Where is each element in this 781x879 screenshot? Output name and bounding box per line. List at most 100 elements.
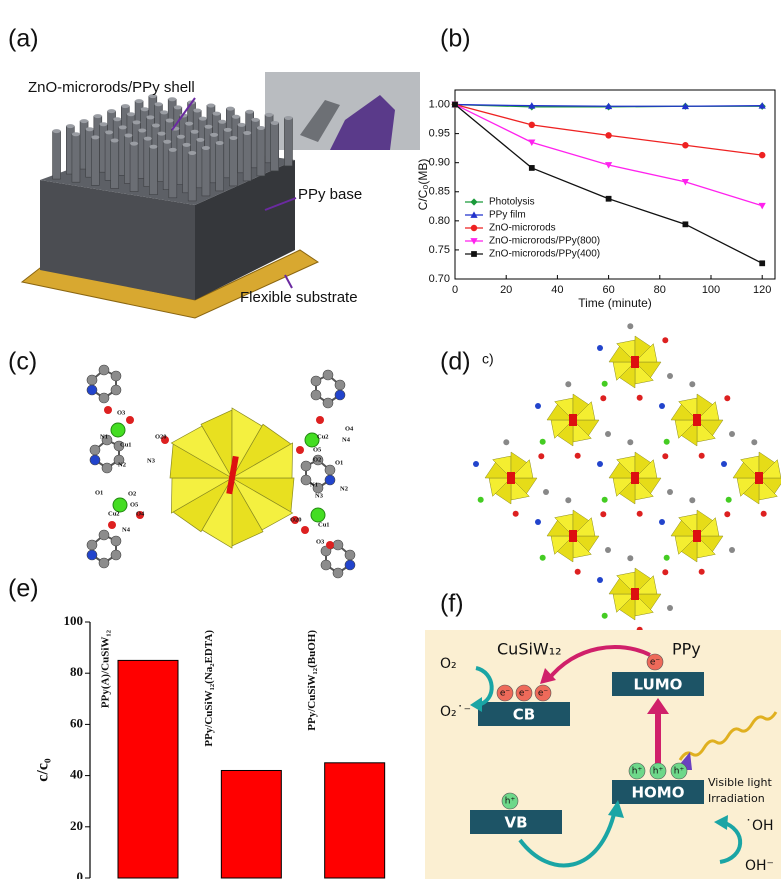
vb-level (470, 810, 562, 834)
atom (98, 364, 110, 376)
atom (332, 539, 344, 551)
ligand-atom (720, 460, 727, 467)
central-atom (693, 414, 701, 426)
microrod-top (85, 127, 94, 132)
microrod-top (93, 114, 102, 119)
microrod-top (80, 119, 89, 124)
microrod-top (237, 122, 246, 127)
transfer-arrow (546, 645, 651, 682)
microrod (129, 143, 139, 192)
atom (324, 474, 336, 486)
microrod-top (193, 108, 202, 113)
microrod-top (210, 132, 219, 137)
atom (101, 462, 113, 474)
atom (310, 375, 322, 387)
atom (300, 460, 312, 472)
bar (220, 769, 282, 879)
x-tick-label: 80 (654, 284, 666, 296)
central-atom (507, 472, 515, 484)
marker (470, 198, 478, 206)
carrier (534, 684, 552, 702)
microrod-top (229, 135, 238, 140)
carrier (515, 684, 533, 702)
marker (682, 142, 689, 149)
legend-label: ZnO-microrods/PPy(800) (489, 236, 600, 247)
annotation: PPy base (298, 186, 362, 203)
atom-label: O3 (117, 409, 126, 416)
y-tick-label: 0.90 (429, 157, 450, 169)
ligand-atom (667, 489, 674, 496)
oxygen-atom (326, 541, 334, 549)
ligand-atom (729, 547, 736, 554)
atom (110, 549, 122, 561)
marker (758, 102, 766, 109)
microrod-top (140, 107, 149, 112)
ligand-atom (627, 555, 634, 562)
y-tick-label: 40 (70, 767, 83, 782)
central-atom (631, 472, 639, 484)
scheme-title: CuSiW₁₂ (497, 640, 562, 659)
microrod-top (185, 121, 194, 126)
microrod-top (206, 103, 215, 108)
y-tick-label: 0.85 (429, 186, 450, 198)
copper-atom (110, 422, 126, 438)
microrod-top (204, 124, 213, 129)
cb-level (478, 702, 570, 726)
category-label: PPy(A)/CuSiW₁₂ (100, 629, 112, 708)
copper-atom (112, 497, 128, 513)
microrod-top (226, 106, 235, 111)
microrod (71, 133, 81, 183)
atom-label: O20 (155, 433, 167, 440)
y-tick-label: 0.70 (429, 273, 450, 285)
y-tick-label: 100 (64, 613, 84, 628)
polyhedron (696, 401, 720, 421)
microrod-top (105, 130, 114, 135)
oxygen-atom (296, 446, 304, 454)
reduction-arrow (475, 666, 494, 707)
panel-label: (c) (8, 348, 37, 376)
atom-label: N2 (118, 461, 126, 468)
atom-label: O1 (335, 459, 343, 466)
microrod (242, 132, 252, 182)
marker (605, 102, 613, 110)
ligand-atom (663, 438, 670, 445)
microrod (168, 149, 178, 199)
glove (330, 95, 395, 150)
ligand-atom (724, 511, 731, 518)
polyhedron (634, 575, 658, 595)
level-label: LUMO (634, 676, 683, 694)
ligand-atom (574, 568, 581, 575)
atom-label: O5 (313, 446, 322, 453)
microrod-top (148, 94, 157, 99)
atom (332, 567, 344, 579)
marker (758, 151, 766, 159)
panel-label: (a) (8, 25, 39, 53)
marker (470, 211, 478, 218)
leader-line (171, 97, 196, 131)
legend-label: Photolysis (489, 197, 535, 208)
homo-level (612, 780, 704, 804)
microrod (52, 130, 61, 180)
oxygen-atom (108, 521, 116, 529)
species: O₂˙⁻ (440, 704, 471, 720)
marker (605, 162, 613, 169)
ligand-atom (658, 518, 665, 525)
carrier-label: h⁺ (632, 767, 643, 777)
atom (110, 535, 122, 547)
species: ˙OH (745, 818, 774, 834)
ligand-atom (574, 452, 581, 459)
polyhedron (634, 343, 658, 363)
microrod-top (168, 147, 177, 152)
species: O₂ (440, 656, 457, 672)
block-side (195, 160, 295, 300)
microrod-top (160, 110, 169, 115)
x-tick-label: 60 (602, 284, 614, 296)
y-axis-label: C/C₀(MB) (416, 159, 430, 211)
microrod-top (91, 135, 100, 140)
ligand-atom (565, 497, 572, 504)
oxygen-atom (136, 511, 144, 519)
atom-label: N1 (310, 481, 318, 488)
microrod (256, 127, 266, 177)
marker (681, 179, 689, 186)
microrod-top (157, 131, 166, 136)
